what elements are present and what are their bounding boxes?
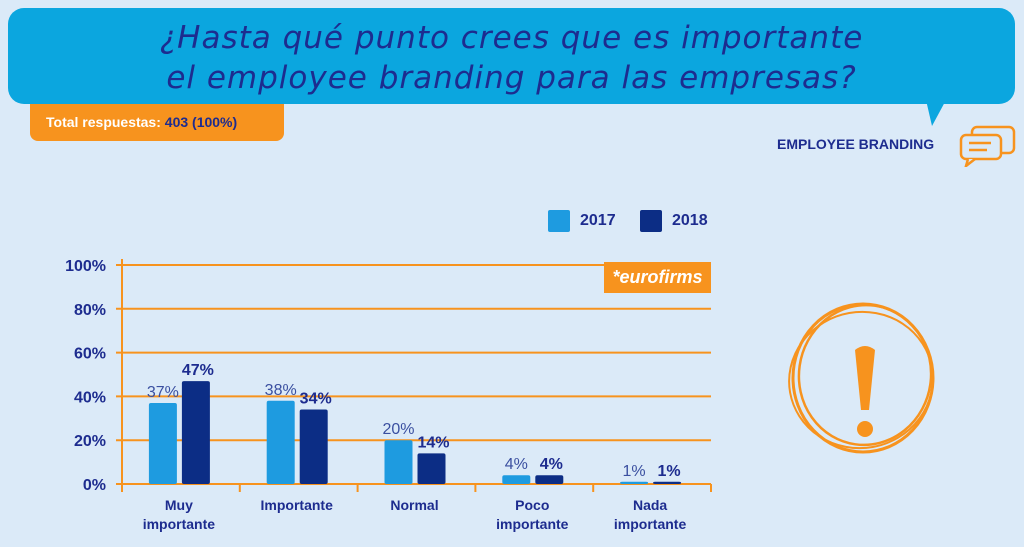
bar-2018 bbox=[417, 453, 446, 484]
x-tick-label: Importante bbox=[261, 497, 334, 513]
x-tick-label: importante bbox=[496, 516, 569, 532]
y-tick-label: 60% bbox=[74, 346, 106, 363]
bar-2017 bbox=[620, 481, 649, 484]
data-label-2017: 20% bbox=[382, 421, 414, 438]
bar-2017 bbox=[266, 400, 295, 484]
page-title: ¿Hasta qué punto crees que es importante… bbox=[8, 18, 1015, 98]
chat-bubbles-icon bbox=[959, 125, 1016, 167]
y-tick-label: 20% bbox=[74, 433, 106, 450]
y-tick-label: 100% bbox=[65, 258, 106, 275]
exclamation-circle-icon bbox=[788, 302, 935, 454]
bar-2018 bbox=[181, 381, 210, 484]
total-responses-badge: Total respuestas: 403 (100%) bbox=[30, 104, 284, 141]
data-label-2017: 4% bbox=[505, 456, 528, 473]
legend-swatch-2018 bbox=[640, 210, 662, 232]
y-tick-label: 80% bbox=[74, 302, 106, 319]
bar-2017 bbox=[384, 440, 413, 484]
bar-2018 bbox=[299, 409, 328, 484]
data-label-2018: 47% bbox=[182, 362, 214, 379]
eurofirms-logo: *eurofirms bbox=[604, 262, 711, 293]
data-label-2017: 37% bbox=[147, 384, 179, 401]
data-label-2018: 14% bbox=[417, 434, 449, 451]
bar-2017 bbox=[502, 475, 531, 484]
bar-2017 bbox=[148, 402, 177, 484]
title-line-1: ¿Hasta qué punto crees que es importante bbox=[159, 20, 864, 56]
bubble-tail bbox=[926, 100, 946, 126]
bar-2018 bbox=[535, 475, 564, 484]
section-label: EMPLOYEE BRANDING bbox=[777, 136, 935, 152]
title-bubble bbox=[8, 8, 1015, 104]
legend-swatch-2017 bbox=[548, 210, 570, 232]
total-label: Total respuestas: bbox=[46, 114, 161, 130]
y-tick-label: 0% bbox=[83, 477, 106, 494]
legend-2018: 2018 bbox=[640, 210, 708, 232]
data-label-2018: 4% bbox=[540, 456, 563, 473]
x-tick-label: importante bbox=[143, 516, 216, 532]
data-label-2017: 38% bbox=[265, 382, 297, 399]
x-tick-label: Normal bbox=[390, 497, 438, 513]
legend-label-2018: 2018 bbox=[672, 212, 708, 229]
x-tick-label: Poco bbox=[515, 497, 549, 513]
y-tick-label: 40% bbox=[74, 389, 106, 406]
title-line-2: el employee branding para las empresas? bbox=[166, 60, 857, 96]
data-label-2018: 1% bbox=[658, 463, 681, 480]
total-value: 403 (100%) bbox=[164, 114, 238, 130]
data-label-2018: 34% bbox=[300, 391, 332, 408]
data-label-2017: 1% bbox=[623, 463, 646, 480]
legend-label-2017: 2017 bbox=[580, 212, 616, 229]
x-tick-label: importante bbox=[614, 516, 687, 532]
bar-2018 bbox=[653, 481, 682, 484]
legend-2017: 2017 bbox=[548, 210, 616, 232]
x-tick-label: Muy bbox=[165, 497, 193, 513]
x-tick-label: Nada bbox=[633, 497, 667, 513]
